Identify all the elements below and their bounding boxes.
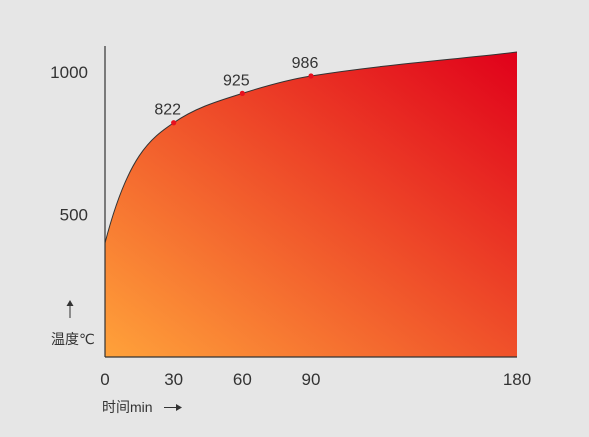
y-axis-title: 温度℃ xyxy=(51,331,95,347)
data-label: 925 xyxy=(223,72,250,89)
data-point xyxy=(239,90,245,96)
x-tick-label: 30 xyxy=(164,370,183,389)
data-points: 822 925 986 xyxy=(154,55,319,126)
data-point xyxy=(308,73,314,79)
y-tick-labels: 500 1000 xyxy=(50,63,88,225)
x-tick-labels: 0 30 60 90 180 xyxy=(100,370,531,389)
data-label: 822 xyxy=(154,102,181,119)
data-label: 986 xyxy=(292,55,319,72)
y-tick-label: 1000 xyxy=(50,63,88,82)
x-tick-label: 60 xyxy=(233,370,252,389)
x-tick-label: 0 xyxy=(100,370,109,389)
x-axis-title: 时间min xyxy=(102,399,153,415)
area-fill xyxy=(105,52,517,358)
data-point xyxy=(171,120,177,126)
y-tick-label: 500 xyxy=(60,206,88,225)
x-tick-label: 90 xyxy=(302,370,321,389)
x-tick-label: 180 xyxy=(503,370,531,389)
x-axis-arrow-head xyxy=(176,404,182,411)
y-axis-arrow-head xyxy=(66,300,74,306)
